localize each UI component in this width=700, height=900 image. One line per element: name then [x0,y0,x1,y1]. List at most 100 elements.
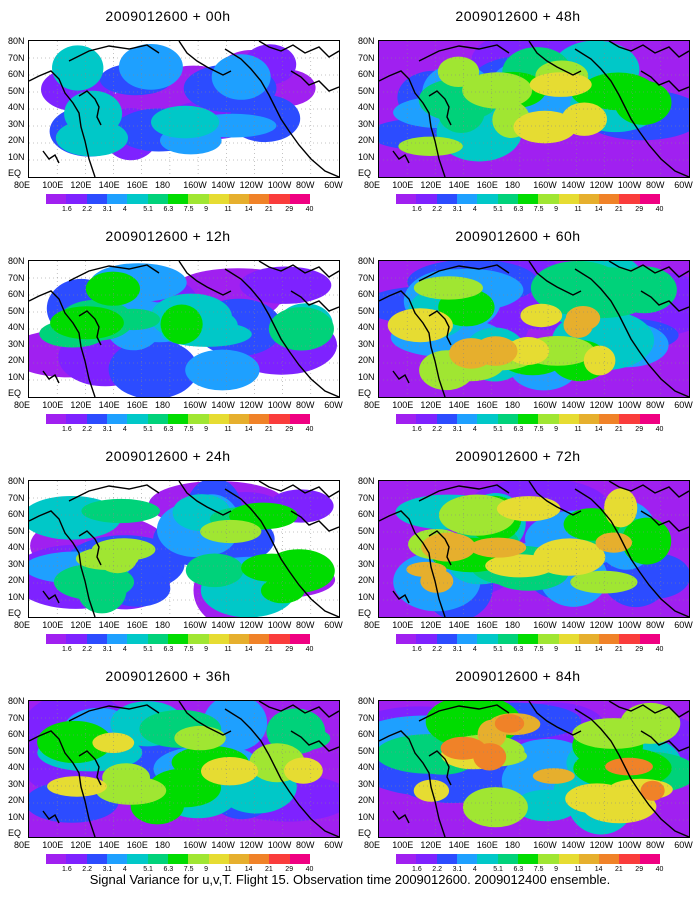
colorbar-tick-label: 4 [472,206,477,213]
coastline [224,708,339,837]
latitude-tick-label: 20N [358,795,375,805]
variance-map [378,480,690,618]
coastline [608,481,689,498]
colorbar-swatch [558,634,579,644]
colorbar-swatch [639,854,661,864]
forecast-panel: 2009012600 + 72h 80N 70N 60N 50N 40N 30N 20N 10N… [358,442,698,657]
latitude-tick-label: 30N [8,558,25,569]
variance-contour [108,339,198,397]
latitude-tick-label: 20N [358,135,375,145]
latitude-tick-label: 20N [358,355,375,365]
colorbar-tick-label: 6.3 [513,866,524,873]
colorbar-swatch [228,194,250,204]
latitude-tick-label: 30N [8,118,25,129]
coastline [379,290,446,397]
longitude-tick-label: 120E [70,840,92,850]
longitude-tick-label: 120E [70,180,92,190]
colorbar-swatch [538,414,559,424]
longitude-tick-label: 100E [42,620,64,630]
colorbar-swatch [477,194,498,204]
colorbar-swatch [456,634,478,644]
longitude-tick-label: 100W [267,620,292,630]
longitude-tick-label: 100W [617,840,642,850]
longitude-axis-labels: 80E 100E 120E 140E 160E 180 160W 140W 120W 100W 80… [364,180,696,192]
map-svg [29,261,339,397]
colorbar-swatch [127,414,148,424]
colorbar-tick-label: 21 [615,866,623,873]
colorbar-tick-label: 6.3 [513,646,524,653]
coastline [428,90,452,126]
longitude-axis-labels: 80E 100E 120E 140E 160E 180 160W 140W 120W 100W 80… [14,400,346,412]
colorbar-swatch [208,414,229,424]
colorbar-tick-label: 14 [244,646,253,653]
colorbar-tick-label: 4 [472,426,477,433]
longitude-axis-labels: 80E 100E 120E 140E 160E 180 160W 140W 120W 100W 80… [14,840,346,852]
latitude-tick-label: 80N [358,256,375,266]
longitude-tick-label: 80W [646,180,665,190]
latitude-tick-label: EQ [358,168,372,178]
latitude-tick-label: 40N [358,762,375,772]
longitude-tick-label: 180 [505,620,521,630]
colorbar-swatch [619,854,640,864]
latitude-tick-label: 70N [8,52,25,63]
colorbar-tick-label: 40 [655,866,664,873]
longitude-tick-label: 120E [70,620,92,630]
colorbar-tick-label: 7.5 [183,206,194,213]
colorbar-tick-label: 14 [244,206,253,213]
forecast-panel: 2009012600 + 60h 80N 70N 60N 50N 40N 30N 20N 10N… [358,222,698,437]
colorbar-swatch [578,414,600,424]
colorbar [46,634,311,644]
colorbar-swatch [106,854,128,864]
latitude-tick-label: 20N [358,575,375,585]
coastline [290,730,339,752]
colorbar-swatch [477,414,498,424]
colorbar-tick-label: 11 [224,866,232,873]
colorbar-swatch [269,194,290,204]
latitude-tick-label: 70N [358,52,375,63]
coastline [528,701,582,736]
latitude-tick-label: 10N [358,591,375,602]
latitude-axis-labels: 80N 70N 60N 50N 40N 30N 20N 10N EQ [358,36,378,178]
coastline [178,41,232,76]
colorbar-labels: 1.6 2.2 3.1 4 5.1 6.3 7.5 9 11 14 21 29 40 [396,206,666,215]
longitude-tick-label: 120W [589,620,614,630]
latitude-tick-label: 60N [8,729,25,739]
longitude-tick-label: 80E [364,180,381,190]
colorbar-tick-label: 2.2 [82,646,93,653]
colorbar-tick-label: 29 [285,646,294,653]
latitude-axis-labels: 80N 70N 60N 50N 40N 30N 20N 10N EQ [358,476,378,618]
colorbar [396,194,661,204]
longitude-tick-label: 140E [448,180,470,190]
colorbar-tick-label: 9 [204,646,208,653]
latitude-tick-label: 20N [8,135,25,145]
colorbar [46,194,311,204]
colorbar-tick-label: 14 [594,206,603,213]
colorbar [396,634,661,644]
latitude-tick-label: 10N [358,151,375,162]
colorbar-swatch [249,414,270,424]
longitude-tick-label: 80E [14,180,31,190]
colorbar-tick-label: 40 [655,206,664,213]
coastline [68,484,160,502]
colorbar-tick-label: 2.2 [432,866,443,873]
latitude-tick-label: 10N [8,811,25,822]
longitude-tick-label: 120W [239,180,264,190]
longitude-tick-label: 60W [674,400,693,410]
variance-contour [85,271,140,306]
colorbar-swatch [66,854,87,864]
colorbar-labels: 1.6 2.2 3.1 4 5.1 6.3 7.5 9 11 14 21 29 40 [396,866,666,875]
variance-contour [241,553,303,582]
latitude-tick-label: 70N [8,712,25,723]
coastline [224,268,339,397]
variance-map [28,480,340,618]
panel-title: 2009012600 + 12h [105,228,231,244]
coastline [258,481,339,498]
coastline [640,510,689,532]
latitude-tick-label: 50N [8,85,25,96]
colorbar-swatch [599,634,620,644]
colorbar-tick-label: 2.2 [432,426,443,433]
colorbar-tick-label: 14 [244,426,253,433]
variance-contour [52,45,104,91]
longitude-tick-label: 180 [155,180,171,190]
forecast-panel: 2009012600 + 12h 80N 70N 60N 50N 40N 30N 20N 10N… [8,222,348,437]
